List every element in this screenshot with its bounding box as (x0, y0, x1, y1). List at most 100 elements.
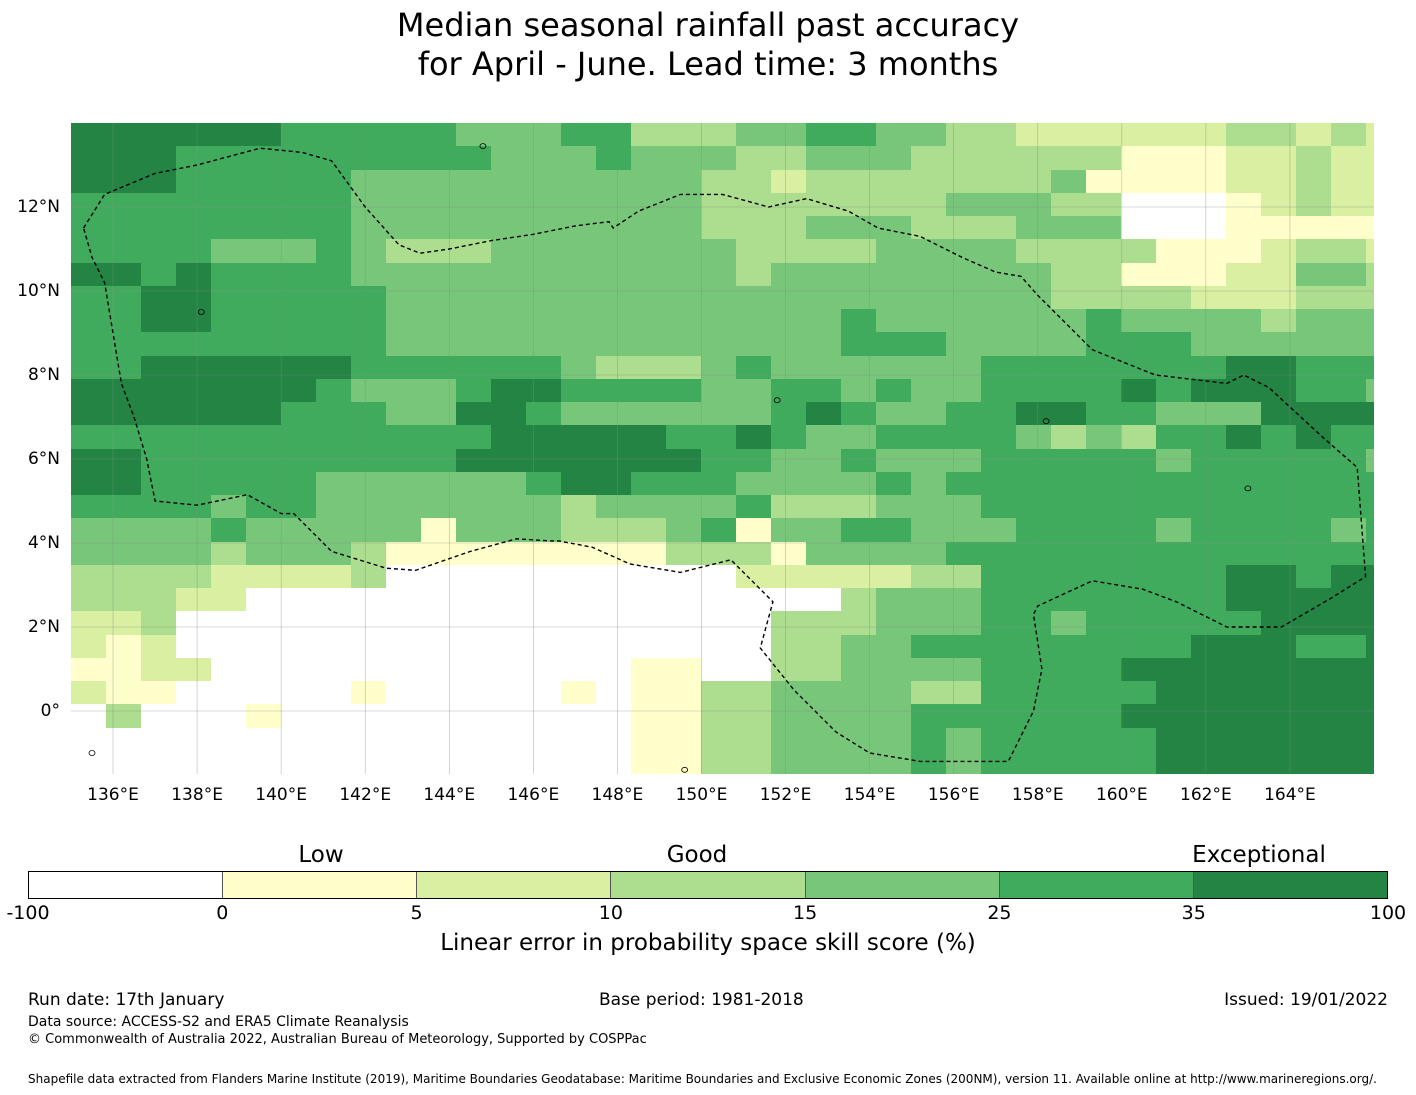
data-source: Data source: ACCESS-S2 and ERA5 Climate … (28, 1014, 409, 1030)
skill-cell (736, 285, 773, 310)
skill-cell (1086, 192, 1123, 217)
skill-cell (1296, 216, 1333, 240)
skill-cell (841, 169, 878, 194)
island-outline (1244, 485, 1252, 492)
colorbar-segment (611, 872, 806, 898)
skill-cell (246, 192, 283, 217)
skill-cell (841, 309, 878, 333)
skill-cell (981, 262, 1018, 287)
skill-cell (386, 192, 423, 217)
skill-cell (666, 378, 703, 403)
skill-cell (806, 309, 843, 333)
skill-cell (1331, 216, 1368, 240)
skill-cell (911, 192, 948, 217)
skill-cell (141, 146, 178, 170)
skill-cell (946, 309, 983, 333)
skill-cell (386, 285, 423, 310)
skill-cell (141, 123, 178, 147)
skill-cell (176, 309, 213, 333)
skill-cell (771, 355, 808, 380)
skill-cell (1156, 262, 1193, 287)
skill-cell (876, 355, 913, 380)
skill-cell (561, 146, 598, 170)
skill-cell (386, 332, 423, 356)
skill-cell (561, 169, 598, 194)
skill-cell (701, 169, 738, 194)
skill-cell (246, 285, 283, 310)
skill-cell (71, 355, 107, 380)
skill-cell (421, 332, 458, 356)
skill-cell (701, 285, 738, 310)
colorbar-tick-label: 100 (1369, 902, 1407, 924)
skill-cell (1051, 309, 1088, 333)
skill-cell (1086, 262, 1123, 287)
skill-cell (876, 239, 913, 263)
skill-cell (841, 262, 878, 287)
skill-cell (176, 216, 213, 240)
skill-cell (351, 146, 388, 170)
skill-cell (456, 355, 493, 380)
skill-cell (141, 192, 178, 217)
skill-cell (141, 355, 178, 380)
skill-cell (946, 192, 983, 217)
skill-cell (701, 332, 738, 356)
skill-cell (1051, 123, 1088, 147)
skill-cell (1191, 123, 1228, 147)
skill-cell (1051, 192, 1088, 217)
skill-cell (1226, 146, 1263, 170)
skill-cell (876, 169, 913, 194)
skill-cell (841, 332, 878, 356)
skill-cell (806, 355, 843, 380)
skill-cell (456, 146, 493, 170)
skill-score-map (71, 123, 1374, 774)
skill-cell (106, 309, 142, 333)
skill-cell (981, 355, 1018, 380)
skill-cell (281, 355, 318, 380)
skill-cell (736, 239, 773, 263)
skill-cell (176, 378, 213, 403)
skill-cell (596, 169, 633, 194)
skill-cell (1296, 285, 1333, 310)
skill-cell (106, 169, 142, 194)
skill-cell (841, 355, 878, 380)
skill-cell (736, 378, 773, 403)
skill-cell (1086, 285, 1123, 310)
skill-cell (526, 239, 563, 263)
skill-cell (981, 216, 1018, 240)
skill-cell (1226, 169, 1263, 194)
skill-cell (1261, 309, 1298, 333)
skill-cell (176, 285, 213, 310)
skill-cell (351, 309, 388, 333)
skill-cell (771, 262, 808, 287)
skill-cell (526, 169, 563, 194)
longitude-tick-label: 160°E (1095, 785, 1148, 805)
skill-cell (386, 309, 423, 333)
skill-cell (1086, 355, 1123, 380)
skill-cell (1051, 332, 1088, 356)
map-overlay (71, 123, 1374, 774)
skill-cell (71, 146, 107, 170)
skill-cell (1086, 309, 1123, 333)
skill-cell (1261, 262, 1298, 287)
skill-cell (1016, 169, 1053, 194)
skill-cell (701, 239, 738, 263)
skill-cell (1156, 309, 1193, 333)
skill-cell (806, 262, 843, 287)
skill-cell (771, 169, 808, 194)
skill-cell (596, 309, 633, 333)
colorbar (28, 871, 1388, 899)
skill-cell (1366, 332, 1374, 356)
skill-cell (1016, 146, 1053, 170)
skill-cell (421, 123, 458, 147)
skill-cell (911, 216, 948, 240)
skill-cell (71, 309, 107, 333)
skill-cell (281, 262, 318, 287)
skill-cell (1261, 239, 1298, 263)
island-outline (88, 750, 96, 756)
colorbar-segment (999, 872, 1194, 898)
skill-cell (351, 332, 388, 356)
skill-cell (1296, 146, 1333, 170)
skill-cell (176, 169, 213, 194)
skill-cell (1156, 285, 1193, 310)
colorbar-category-low: Low (298, 842, 344, 868)
